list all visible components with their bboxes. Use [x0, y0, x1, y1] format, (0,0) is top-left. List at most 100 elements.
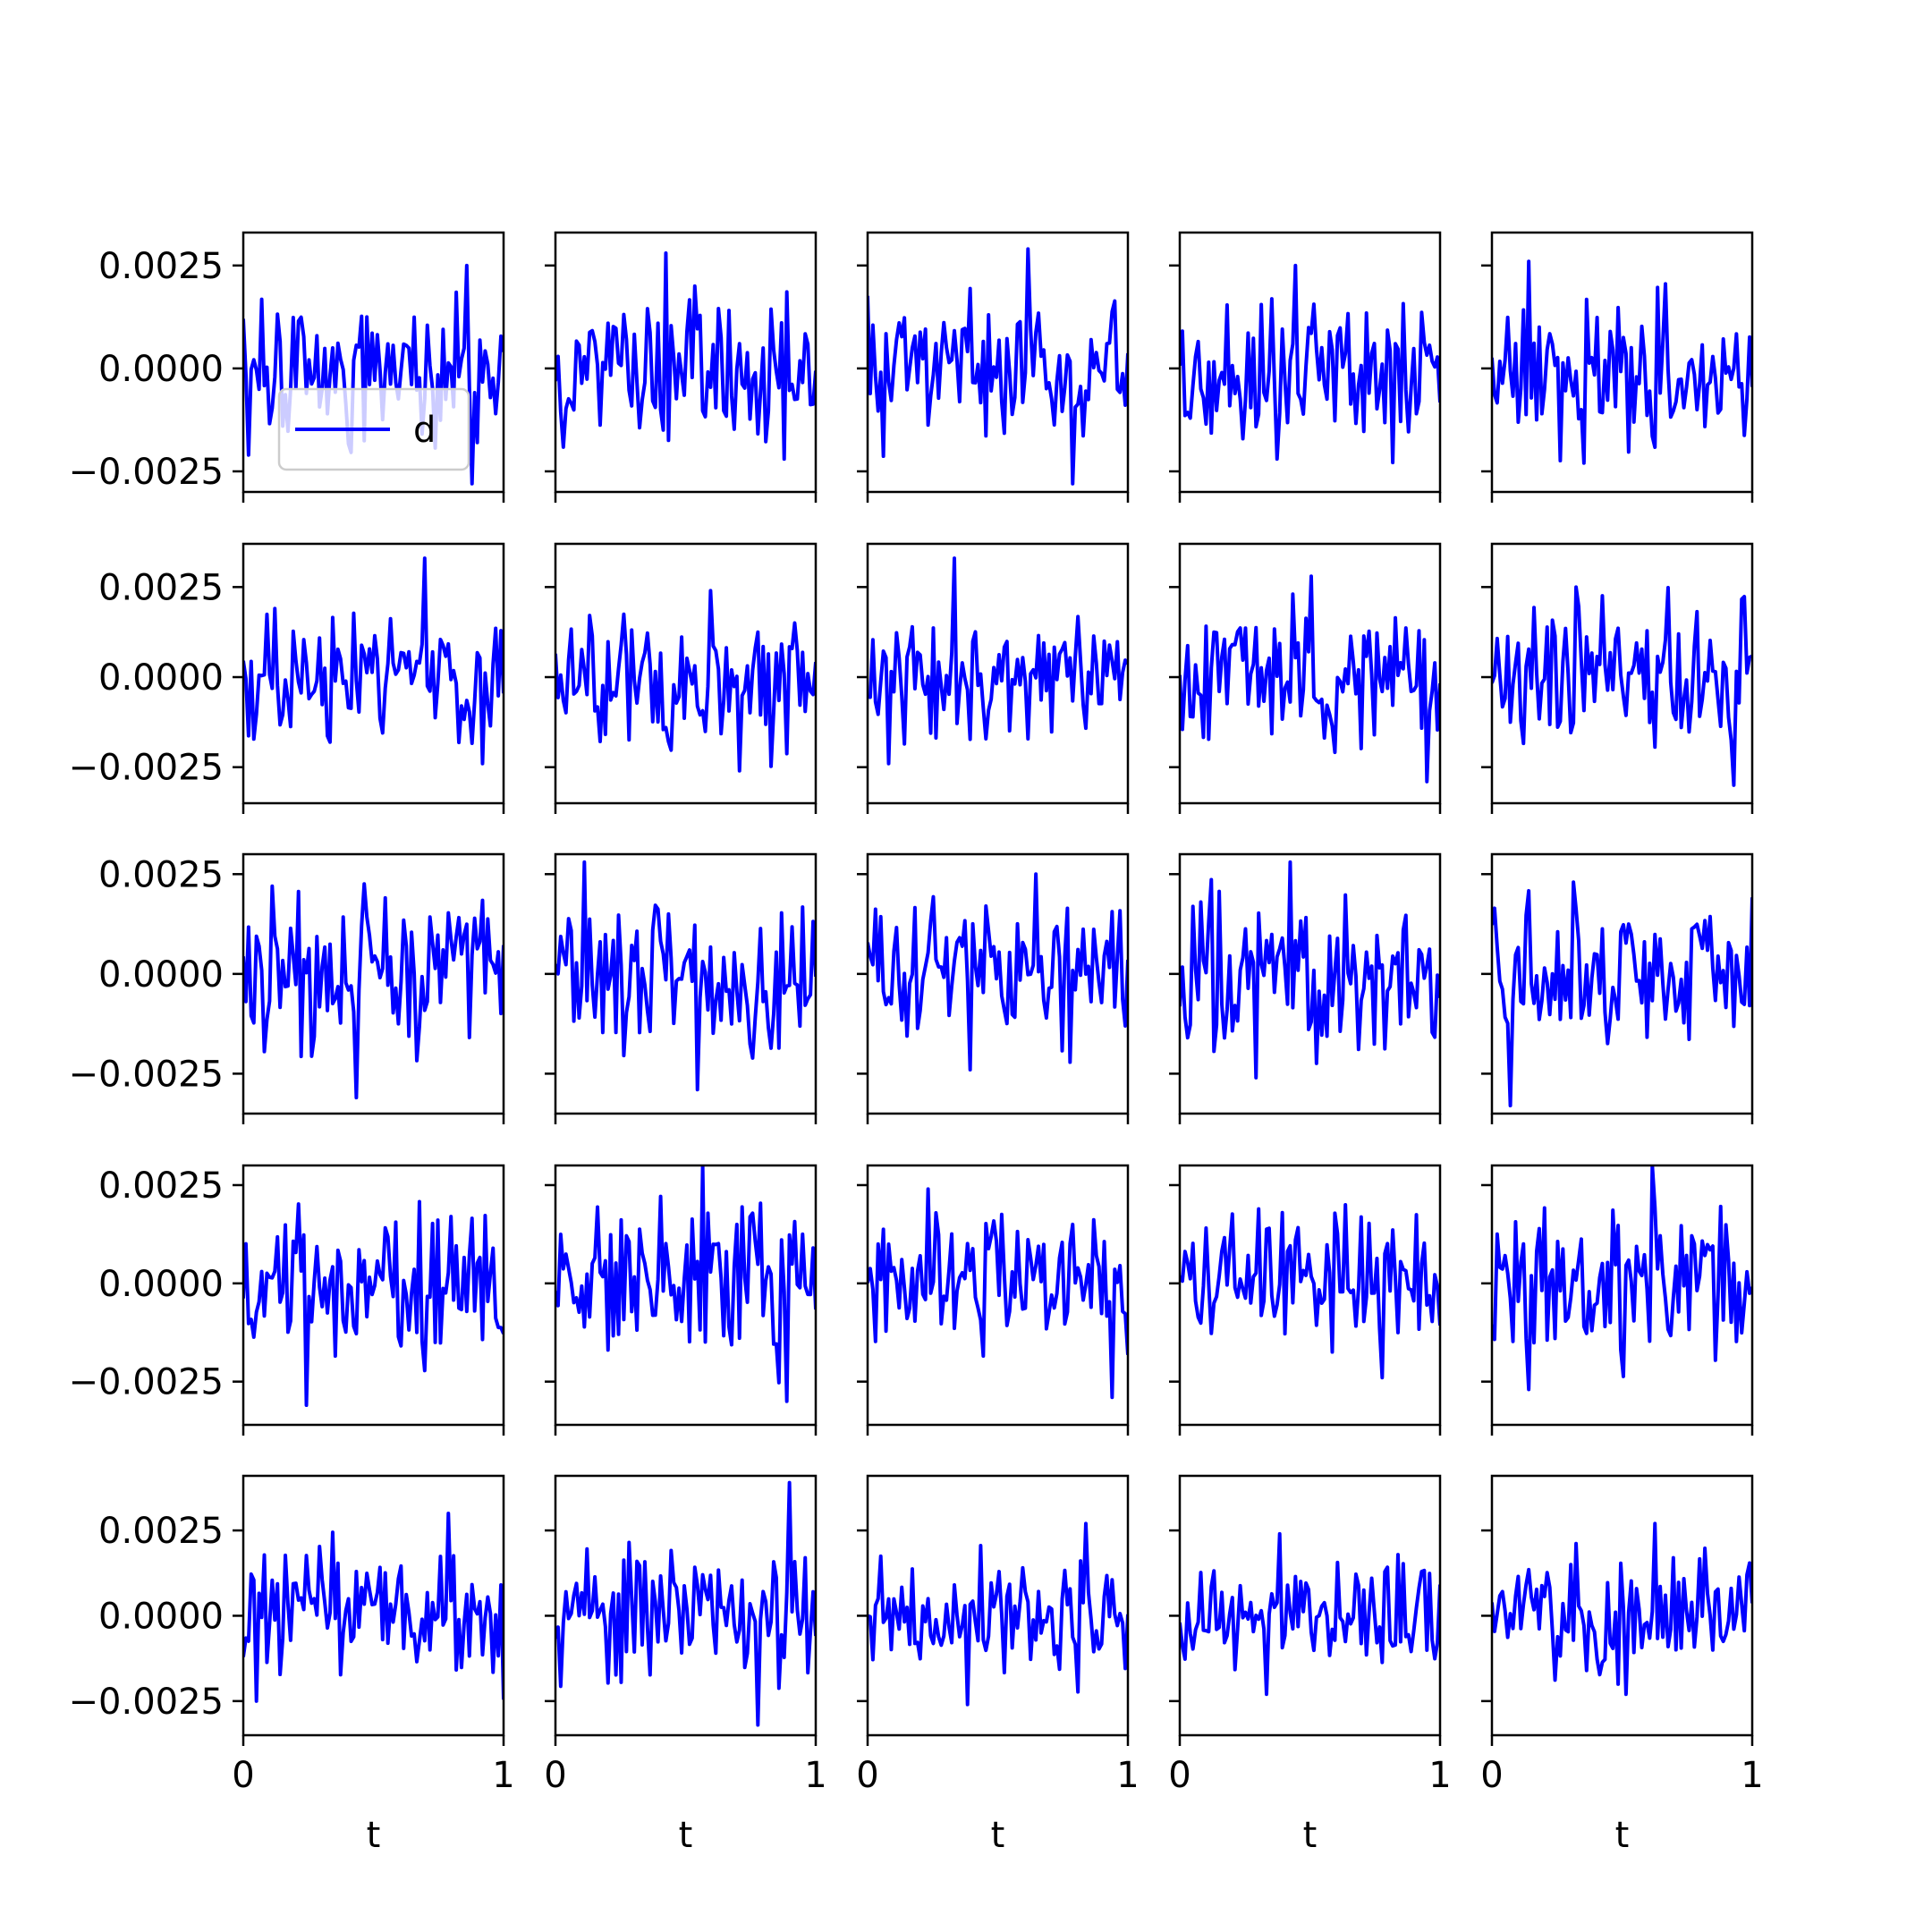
axes-frame: [866, 231, 1130, 494]
axes-frame: [242, 1474, 505, 1737]
axes-frame: [554, 852, 818, 1115]
series-line-d-r5-c3: [868, 1521, 1128, 1707]
subplot-r1-c5: [1481, 231, 1754, 503]
subplot-r4-c2: [545, 1164, 818, 1436]
axes-frame: [1490, 1474, 1754, 1737]
x-tick-label: 0: [856, 1755, 878, 1796]
axes-frame: [1490, 852, 1754, 1115]
y-tick-label: 0.0000: [98, 1596, 224, 1637]
series-line-d-r3-c5: [1492, 880, 1752, 1108]
series-line-d-r2-c3: [868, 556, 1128, 766]
x-tick-label: 0: [544, 1755, 566, 1796]
series-line-d-r5-c5: [1492, 1521, 1752, 1697]
series-line-d-r2-c1: [243, 556, 504, 766]
series-line-d-r3-c1: [243, 882, 504, 1100]
x-tick-label: 0: [1168, 1755, 1191, 1796]
y-tick-label: 0.0000: [98, 1264, 224, 1305]
subplot-r1-c3: [857, 231, 1130, 503]
y-tick-label: 0.0025: [98, 1511, 224, 1552]
subplot-r4-c4: [1169, 1164, 1442, 1436]
y-tick-label: 0.0025: [98, 1165, 224, 1207]
series-line-d-r2-c5: [1492, 585, 1752, 787]
subplot-r1-c1: −0.0025 0.0000 0.0025 d: [69, 231, 505, 503]
y-tick-label: −0.0025: [69, 452, 224, 493]
x-axis-label: t: [991, 1815, 1005, 1856]
subplot-r4-c1: −0.0025 0.0000 0.0025: [69, 1164, 505, 1436]
axes-frame: [866, 1474, 1130, 1737]
y-tick-label: 0.0025: [98, 854, 224, 895]
subplot-r2-c4: [1169, 542, 1442, 814]
y-tick-label: −0.0025: [69, 1362, 224, 1403]
axes-frame: [554, 231, 818, 494]
series-line-d-r1-c2: [555, 251, 816, 462]
x-axis-label: t: [1303, 1815, 1318, 1856]
subplot-r4-c5: [1481, 1164, 1754, 1436]
axes-frame: [554, 542, 818, 805]
subplot-r2-c2: [545, 542, 818, 814]
x-tick-label: 0: [1480, 1755, 1503, 1796]
subplot-r4-c3: [857, 1164, 1130, 1436]
series-line-d-r3-c4: [1180, 860, 1440, 1080]
axes-frame: [554, 1164, 818, 1427]
axes-frame: [242, 542, 505, 805]
axes-frame: [866, 542, 1130, 805]
series-line-d-r2-c4: [1180, 574, 1440, 784]
subplot-r5-c1: −0.0025 0.0000 0.0025 0 1: [69, 1474, 515, 1796]
series-line-d-r4-c5: [1492, 1165, 1752, 1392]
x-axis-label: t: [679, 1815, 693, 1856]
y-tick-label: −0.0025: [69, 1054, 224, 1095]
legend-label: d: [413, 410, 436, 451]
subplot-r3-c2: [545, 852, 818, 1124]
subplot-r1-c4: [1169, 231, 1442, 503]
axes-frame: [1178, 1474, 1442, 1737]
axes-frame: [1178, 1164, 1442, 1427]
x-tick-label: 1: [1428, 1755, 1451, 1796]
axes-frame: [1178, 852, 1442, 1115]
axes-frame: [866, 852, 1130, 1115]
x-tick-label: 0: [232, 1755, 254, 1796]
axes-frame: [242, 1164, 505, 1427]
y-tick-label: 0.0000: [98, 954, 224, 996]
y-tick-label: 0.0000: [98, 657, 224, 699]
y-tick-label: 0.0000: [98, 349, 224, 390]
subplot-r2-c5: [1481, 542, 1754, 814]
axes-frame: [242, 231, 505, 494]
x-axis-label: t: [1615, 1815, 1630, 1856]
series-line-d-r2-c2: [555, 589, 816, 773]
x-tick-label: 1: [1741, 1755, 1763, 1796]
x-tick-label: 1: [492, 1755, 514, 1796]
y-tick-label: −0.0025: [69, 748, 224, 789]
y-tick-label: 0.0025: [98, 246, 224, 287]
subplot-r3-c5: [1481, 852, 1754, 1124]
series-line-d-r1-c5: [1492, 259, 1752, 465]
y-tick-label: −0.0025: [69, 1682, 224, 1723]
subplot-r3-c3: [857, 852, 1130, 1124]
subplot-r2-c3: [857, 542, 1130, 814]
x-tick-label: 1: [804, 1755, 826, 1796]
axes-frame: [1178, 542, 1442, 805]
series-line-d-r5-c2: [555, 1480, 816, 1727]
axes-frame: [1178, 231, 1442, 494]
series-line-d-r5-c4: [1180, 1531, 1440, 1697]
axes-frame: [242, 852, 505, 1115]
series-line-d-r3-c2: [555, 860, 816, 1092]
y-tick-label: 0.0025: [98, 567, 224, 608]
series-line-d-r3-c3: [868, 872, 1128, 1072]
series-line-d-r5-c1: [243, 1511, 504, 1703]
axes-frame: [1490, 542, 1754, 805]
subplot-r2-c1: −0.0025 0.0000 0.0025: [69, 542, 505, 814]
axes-frame: [554, 1474, 818, 1737]
subplot-r1-c2: [545, 231, 818, 503]
series-line-d-r4-c3: [868, 1187, 1128, 1400]
series-line-d-r1-c3: [868, 247, 1128, 486]
legend: d: [277, 387, 470, 471]
subplot-grid: −0.00250.00000.0025d−0.00250.00000.0025−…: [69, 231, 1764, 1796]
series-line-d-r1-c4: [1180, 263, 1440, 465]
series-line-d-r4-c1: [243, 1199, 504, 1408]
x-axis-label: t: [367, 1815, 381, 1856]
